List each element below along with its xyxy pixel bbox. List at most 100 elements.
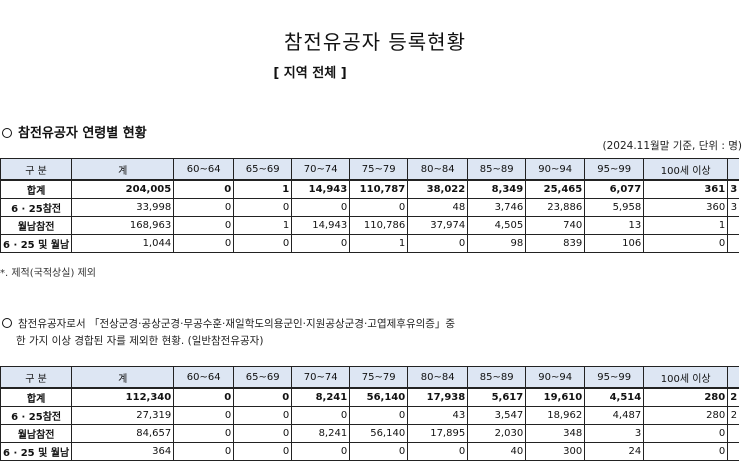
table-cell: 23,886 bbox=[525, 198, 586, 217]
column-header: 65~69 bbox=[233, 366, 293, 389]
table-cell: 0 bbox=[349, 442, 409, 461]
table-cell: 0 bbox=[173, 424, 235, 443]
table-row: 6 · 25 및 월남 1,044 0 0 0 1 0 98 839 106 0 bbox=[0, 234, 740, 253]
table-cell: 24 bbox=[584, 442, 645, 461]
column-header: 100세 이상 bbox=[643, 158, 729, 181]
column-header: 100세 이상 bbox=[643, 366, 729, 389]
table-cell: 0 bbox=[173, 216, 235, 235]
table-cell: 2 bbox=[727, 406, 740, 425]
table-cell bbox=[727, 234, 740, 253]
column-header: 65~69 bbox=[233, 158, 293, 181]
column-header: 95~99 bbox=[584, 158, 645, 181]
column-header: 90~94 bbox=[525, 366, 586, 389]
column-header: 계 bbox=[71, 366, 175, 389]
table-cell: 6,077 bbox=[584, 179, 645, 199]
table-cell: 0 bbox=[233, 198, 293, 217]
table-cell: 0 bbox=[233, 387, 293, 407]
column-header: 구 분 bbox=[0, 366, 73, 389]
table-cell: 0 bbox=[407, 442, 469, 461]
column-header: 85~89 bbox=[467, 366, 527, 389]
table-cell: 8,241 bbox=[291, 387, 351, 407]
table-cell: 0 bbox=[233, 406, 293, 425]
row-label: 월남참전 bbox=[0, 216, 73, 235]
table-cell: 84,657 bbox=[71, 424, 175, 443]
table-cell: 98 bbox=[467, 234, 527, 253]
table-cell: 168,963 bbox=[71, 216, 175, 235]
table-cell: 0 bbox=[173, 442, 235, 461]
table-cell: 0 bbox=[349, 406, 409, 425]
section2-heading: 참전유공자로서 「전상군경·공상군경·무공수훈·재일학도의용군인·지원공상군경·… bbox=[2, 316, 455, 331]
table-cell: 106 bbox=[584, 234, 645, 253]
table-cell: 0 bbox=[173, 387, 235, 407]
row-label: 6 · 25참전 bbox=[0, 198, 73, 217]
table-cell: 112,340 bbox=[71, 387, 175, 407]
table-cell: 0 bbox=[173, 406, 235, 425]
column-header: 70~74 bbox=[291, 366, 351, 389]
table-row: 6 · 25 및 월남 364 0 0 0 0 0 40 300 24 0 bbox=[0, 442, 740, 461]
column-header: 90~94 bbox=[525, 158, 586, 181]
table-cell: 0 bbox=[291, 198, 351, 217]
page-subtitle: [ 지역 전체 ] bbox=[273, 66, 347, 81]
table-cell: 4,514 bbox=[584, 387, 645, 407]
table-cell: 0 bbox=[233, 424, 293, 443]
row-label: 합계 bbox=[0, 387, 73, 407]
row-label: 월남참전 bbox=[0, 424, 73, 443]
column-header: 75~79 bbox=[349, 158, 409, 181]
table-cell: 33,998 bbox=[71, 198, 175, 217]
table-cell: 18,962 bbox=[525, 406, 586, 425]
table-cell: 3 bbox=[727, 198, 740, 217]
table-cell: 110,786 bbox=[349, 216, 409, 235]
footnote: *. 제적(국적상실) 제외 bbox=[0, 268, 96, 279]
row-label: 6 · 25참전 bbox=[0, 406, 73, 425]
table-cell: 0 bbox=[233, 234, 293, 253]
table-cell: 300 bbox=[525, 442, 586, 461]
table-cell: 364 bbox=[71, 442, 175, 461]
row-label: 6 · 25 및 월남 bbox=[0, 234, 73, 253]
column-header: 60~64 bbox=[173, 158, 235, 181]
table-cell: 348 bbox=[525, 424, 586, 443]
table-cell bbox=[727, 442, 740, 461]
table-cell: 0 bbox=[349, 198, 409, 217]
table-cell: 204,005 bbox=[71, 179, 175, 199]
table-cell: 1,044 bbox=[71, 234, 175, 253]
table-cell: 2,030 bbox=[467, 424, 527, 443]
column-header: 70~74 bbox=[291, 158, 351, 181]
table-cell: 4,487 bbox=[584, 406, 645, 425]
page-title: 참전유공자 등록현황 bbox=[284, 30, 466, 54]
section2-heading-line1: 참전유공자로서 「전상군경·공상군경·무공수훈·재일학도의용군인·지원공상군경·… bbox=[18, 318, 456, 330]
table-cell: 0 bbox=[407, 234, 469, 253]
table-cell: 740 bbox=[525, 216, 586, 235]
table-cell: 360 bbox=[643, 198, 729, 217]
table-cell: 839 bbox=[525, 234, 586, 253]
table-cell: 280 bbox=[643, 406, 729, 425]
column-header: 60~64 bbox=[173, 366, 235, 389]
table-cell: 5,958 bbox=[584, 198, 645, 217]
age-table-total: 구 분 계 60~64 65~69 70~74 75~79 80~84 85~89 90~94 9… bbox=[0, 158, 740, 253]
table-cell: 0 bbox=[173, 179, 235, 199]
table-cell: 8,349 bbox=[467, 179, 527, 199]
table-cell: 1 bbox=[643, 216, 729, 235]
table-cell: 19,610 bbox=[525, 387, 586, 407]
table-cell: 0 bbox=[173, 234, 235, 253]
table-cell: 27,319 bbox=[71, 406, 175, 425]
table-cell: 0 bbox=[291, 442, 351, 461]
column-header: 80~84 bbox=[407, 366, 469, 389]
table-cell: 110,787 bbox=[349, 179, 409, 199]
table-row: 합계 204,005 0 1 14,943 110,787 38,022 8,349 25,46… bbox=[0, 179, 740, 199]
table-row: 월남참전 84,657 0 0 8,241 56,140 17,895 2,030 348 3 0 bbox=[0, 424, 740, 443]
age-table-general: 구 분 계 60~64 65~69 70~74 75~79 80~84 85~89 90~94 9… bbox=[0, 366, 740, 461]
table-cell: 3 bbox=[727, 179, 740, 199]
table-cell: 0 bbox=[643, 424, 729, 443]
table-row: 6 · 25참전 33,998 0 0 0 0 48 3,746 23,886 5,958 360 3 bbox=[0, 198, 740, 217]
table-cell: 0 bbox=[643, 442, 729, 461]
column-header: 80~84 bbox=[407, 158, 469, 181]
circle-bullet-icon bbox=[2, 127, 12, 138]
row-label: 합계 bbox=[0, 179, 73, 199]
table-cell: 3,547 bbox=[467, 406, 527, 425]
reference-note: (2024.11월말 기준, 단위 : 명) bbox=[602, 140, 742, 152]
table-cell: 1 bbox=[349, 234, 409, 253]
table-cell: 14,943 bbox=[291, 179, 351, 199]
table-cell: 0 bbox=[643, 234, 729, 253]
section2-heading-line2: 한 가지 이상 경합된 자를 제외한 현황. (일반참전유공자) bbox=[16, 335, 264, 347]
column-header: 85~89 bbox=[467, 158, 527, 181]
